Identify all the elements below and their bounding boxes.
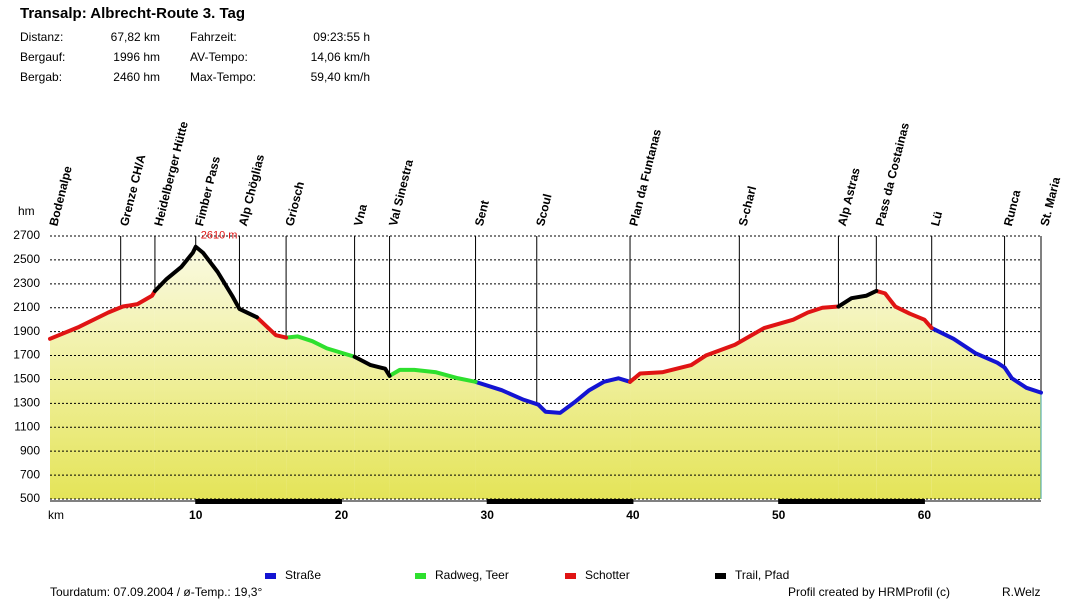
title: Transalp: Albrecht-Route 3. Tag bbox=[20, 5, 245, 22]
waypoint-label: Scoul bbox=[533, 192, 554, 227]
waypoint-label: Alp Astras bbox=[835, 166, 863, 228]
x-tick-label: 20 bbox=[335, 508, 349, 522]
y-tick-label: 1700 bbox=[13, 348, 40, 362]
stat-label: Distanz: bbox=[20, 30, 63, 44]
y-tick-label: 2500 bbox=[13, 252, 40, 266]
axis-band bbox=[778, 499, 925, 504]
area-fill bbox=[475, 378, 631, 499]
stat-value: 67,82 km bbox=[111, 30, 160, 44]
area-fill bbox=[389, 369, 476, 499]
waypoint-label: St. Maria bbox=[1037, 175, 1063, 227]
legend-swatch bbox=[715, 573, 726, 579]
area-fill bbox=[50, 290, 155, 499]
x-axis-label: km bbox=[48, 508, 64, 522]
y-tick-label: 2300 bbox=[13, 276, 40, 290]
stat-value: 59,40 km/h bbox=[311, 70, 370, 84]
waypoint-label: S-charl bbox=[736, 185, 759, 228]
area-fill bbox=[931, 328, 1041, 499]
y-tick-label: 2700 bbox=[13, 228, 40, 242]
stat-label: AV-Tempo: bbox=[190, 50, 248, 64]
y-tick-label: 900 bbox=[20, 443, 40, 457]
y-tick-label: 1300 bbox=[13, 396, 40, 410]
waypoint-label: Sent bbox=[472, 199, 492, 228]
stat-label: Bergauf: bbox=[20, 50, 65, 64]
waypoint-label: Pass da Costainas bbox=[873, 121, 912, 228]
waypoint-label: Heidelberger Hütte bbox=[151, 120, 191, 228]
stat-value: 09:23:55 h bbox=[313, 30, 370, 44]
legend-label: Straße bbox=[285, 568, 321, 582]
legend-label: Radweg, Teer bbox=[435, 568, 509, 582]
footer-date: Tourdatum: 07.09.2004 / ø-Temp.: 19,3° bbox=[50, 585, 262, 599]
waypoint-label: Val Sinestra bbox=[386, 158, 416, 228]
profile-line bbox=[48, 288, 934, 384]
profile-line bbox=[473, 326, 1043, 415]
legend-swatch bbox=[565, 573, 576, 579]
axis-band bbox=[195, 499, 342, 504]
profile-line bbox=[284, 334, 478, 384]
y-tick-label: 2100 bbox=[13, 300, 40, 314]
footer-credit: Profil created by HRMProfil (c) bbox=[788, 585, 950, 599]
peak-annotation: 2610 m bbox=[201, 230, 238, 242]
x-tick-label: 50 bbox=[772, 508, 786, 522]
stat-label: Max-Tempo: bbox=[190, 70, 256, 84]
legend-swatch bbox=[265, 573, 276, 579]
axis-band bbox=[487, 499, 633, 504]
footer-author: R.Welz bbox=[1002, 585, 1040, 599]
stat-label: Fahrzeit: bbox=[190, 30, 237, 44]
waypoint-label: Grenze CH/A bbox=[117, 153, 148, 228]
waypoint-label: Lü bbox=[928, 210, 945, 228]
waypoint-label: Vna bbox=[351, 202, 370, 227]
area-fill bbox=[154, 246, 257, 499]
stat-value: 2460 hm bbox=[113, 70, 160, 84]
waypoint-label: Griosch bbox=[282, 180, 307, 227]
legend-swatch bbox=[415, 573, 426, 579]
waypoint-label: Runca bbox=[1001, 188, 1024, 227]
waypoint-label: Bodenalpe bbox=[46, 164, 75, 227]
stat-value: 14,06 km/h bbox=[311, 50, 370, 64]
y-tick-label: 500 bbox=[20, 491, 40, 505]
area-fill bbox=[286, 336, 355, 499]
y-tick-label: 1500 bbox=[13, 372, 40, 386]
waypoint-label: Plan da Funtanas bbox=[626, 127, 664, 227]
waypoint-label: Fimber Pass bbox=[192, 155, 223, 228]
stat-label: Bergab: bbox=[20, 70, 62, 84]
area-fill bbox=[256, 317, 287, 499]
x-tick-label: 40 bbox=[626, 508, 640, 522]
y-tick-label: 700 bbox=[20, 467, 40, 481]
waypoint-label: Alp Chöglias bbox=[236, 153, 267, 228]
y-tick-label: 1900 bbox=[13, 324, 40, 338]
profile-line bbox=[152, 244, 879, 378]
y-tick-label: 1100 bbox=[14, 419, 40, 433]
x-tick-label: 10 bbox=[189, 508, 203, 522]
area-fill bbox=[354, 356, 390, 499]
x-tick-label: 60 bbox=[918, 508, 932, 522]
legend-label: Schotter bbox=[585, 568, 630, 582]
x-tick-label: 30 bbox=[481, 508, 495, 522]
area-fill bbox=[876, 290, 932, 499]
y-axis-label: hm bbox=[18, 204, 35, 218]
legend-label: Trail, Pfad bbox=[735, 568, 789, 582]
stat-value: 1996 hm bbox=[113, 50, 160, 64]
area-fill bbox=[838, 290, 877, 499]
area-fill bbox=[630, 306, 839, 499]
